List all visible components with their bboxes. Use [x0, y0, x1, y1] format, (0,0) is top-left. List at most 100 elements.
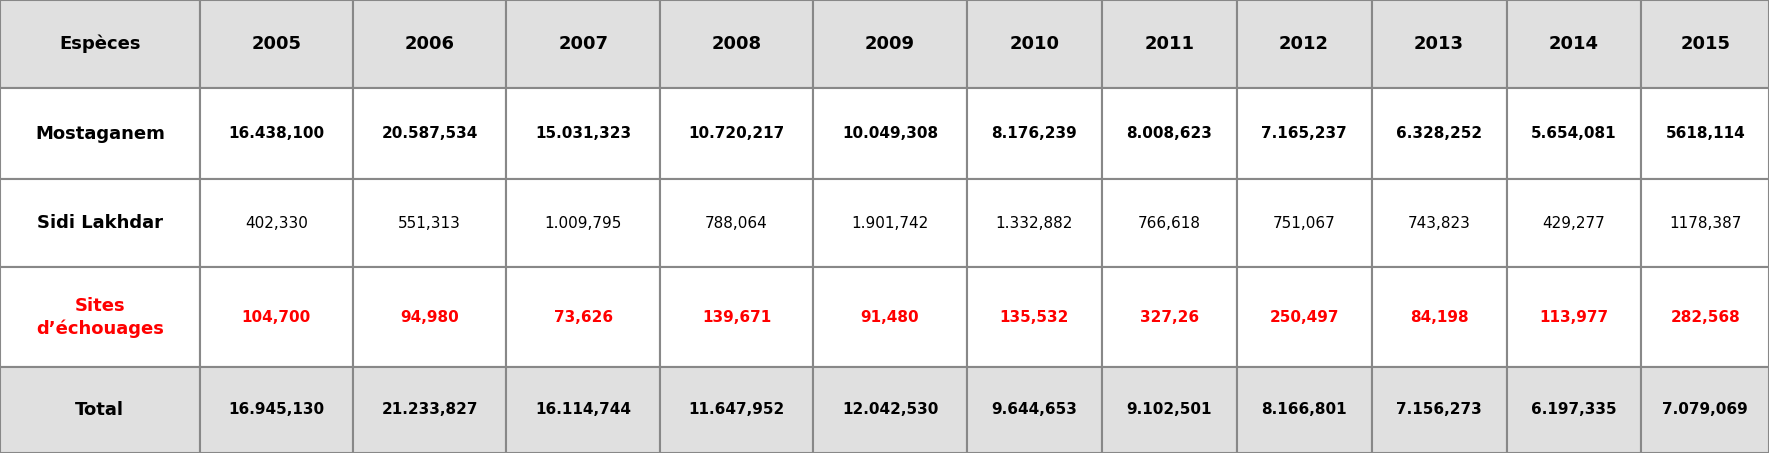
Text: 5618,114: 5618,114 [1665, 126, 1744, 141]
Bar [354, 367, 506, 453]
Text: 16.114,744: 16.114,744 [536, 402, 632, 418]
Text: 8.166,801: 8.166,801 [1261, 402, 1346, 418]
Bar [1237, 0, 1371, 88]
Text: Sites
d’échouages: Sites d’échouages [35, 297, 165, 337]
Bar [0, 367, 200, 453]
Bar [966, 179, 1102, 267]
Text: Total: Total [76, 401, 124, 419]
Bar [814, 367, 966, 453]
Bar [1102, 367, 1237, 453]
Bar [814, 267, 966, 367]
Bar [1237, 179, 1371, 267]
Text: 20.587,534: 20.587,534 [382, 126, 478, 141]
Bar [1237, 267, 1371, 367]
Text: 250,497: 250,497 [1270, 309, 1339, 325]
Text: 94,980: 94,980 [400, 309, 460, 325]
Text: 2011: 2011 [1145, 35, 1194, 53]
Bar [1507, 88, 1642, 179]
Bar [0, 88, 200, 179]
Text: 16.945,130: 16.945,130 [228, 402, 324, 418]
Text: 788,064: 788,064 [706, 216, 768, 231]
Bar [966, 88, 1102, 179]
Text: 751,067: 751,067 [1272, 216, 1336, 231]
Bar [1642, 267, 1769, 367]
Text: 766,618: 766,618 [1137, 216, 1201, 231]
Bar [814, 88, 966, 179]
Bar [966, 0, 1102, 88]
Text: 6.197,335: 6.197,335 [1532, 402, 1617, 418]
Bar [506, 0, 660, 88]
Text: 2007: 2007 [559, 35, 609, 53]
Text: 113,977: 113,977 [1539, 309, 1608, 325]
Bar [1102, 88, 1237, 179]
Text: 135,532: 135,532 [999, 309, 1068, 325]
Bar [660, 88, 814, 179]
Text: 8.176,239: 8.176,239 [991, 126, 1077, 141]
Bar [660, 267, 814, 367]
Text: 1.901,742: 1.901,742 [851, 216, 929, 231]
Bar [1507, 267, 1642, 367]
Bar [1237, 88, 1371, 179]
Text: Sidi Lakhdar: Sidi Lakhdar [37, 214, 163, 232]
Text: Mostaganem: Mostaganem [35, 125, 165, 143]
Text: 2005: 2005 [251, 35, 301, 53]
Bar [1371, 88, 1507, 179]
Text: 139,671: 139,671 [702, 309, 771, 325]
Bar [1371, 0, 1507, 88]
Bar [1642, 179, 1769, 267]
Text: 2015: 2015 [1681, 35, 1730, 53]
Text: 429,277: 429,277 [1543, 216, 1604, 231]
Text: 327,26: 327,26 [1139, 309, 1199, 325]
Bar [1642, 367, 1769, 453]
Bar [506, 267, 660, 367]
Text: 2009: 2009 [865, 35, 915, 53]
Bar [1102, 0, 1237, 88]
Text: 104,700: 104,700 [242, 309, 311, 325]
Bar [814, 179, 966, 267]
Bar [1371, 179, 1507, 267]
Text: 2013: 2013 [1413, 35, 1465, 53]
Text: 7.165,237: 7.165,237 [1261, 126, 1346, 141]
Bar [200, 88, 354, 179]
Text: 551,313: 551,313 [398, 216, 462, 231]
Text: 8.008,623: 8.008,623 [1127, 126, 1212, 141]
Text: 743,823: 743,823 [1408, 216, 1470, 231]
Bar [354, 267, 506, 367]
Bar [1507, 179, 1642, 267]
Text: 5.654,081: 5.654,081 [1532, 126, 1617, 141]
Bar [660, 0, 814, 88]
Bar [200, 267, 354, 367]
Text: 1.332,882: 1.332,882 [996, 216, 1074, 231]
Text: 12.042,530: 12.042,530 [842, 402, 938, 418]
Text: 1178,387: 1178,387 [1668, 216, 1741, 231]
Text: 2006: 2006 [405, 35, 455, 53]
Text: 73,626: 73,626 [554, 309, 612, 325]
Text: 7.079,069: 7.079,069 [1663, 402, 1748, 418]
Text: 9.644,653: 9.644,653 [991, 402, 1077, 418]
Text: 1.009,795: 1.009,795 [545, 216, 623, 231]
Text: 15.031,323: 15.031,323 [536, 126, 632, 141]
Text: Espèces: Espèces [58, 35, 140, 53]
Text: 16.438,100: 16.438,100 [228, 126, 324, 141]
Text: 6.328,252: 6.328,252 [1396, 126, 1482, 141]
Bar [966, 367, 1102, 453]
Bar [354, 88, 506, 179]
Bar [506, 367, 660, 453]
Text: 10.049,308: 10.049,308 [842, 126, 938, 141]
Bar [0, 179, 200, 267]
Text: 91,480: 91,480 [862, 309, 920, 325]
Bar [1507, 0, 1642, 88]
Bar [506, 179, 660, 267]
Bar [354, 179, 506, 267]
Bar [1237, 367, 1371, 453]
Bar [966, 267, 1102, 367]
Text: 2012: 2012 [1279, 35, 1329, 53]
Bar [1371, 367, 1507, 453]
Bar [0, 267, 200, 367]
Bar [660, 367, 814, 453]
Text: 10.720,217: 10.720,217 [688, 126, 785, 141]
Bar [200, 179, 354, 267]
Text: 84,198: 84,198 [1410, 309, 1468, 325]
Bar [1102, 179, 1237, 267]
Bar [1102, 267, 1237, 367]
